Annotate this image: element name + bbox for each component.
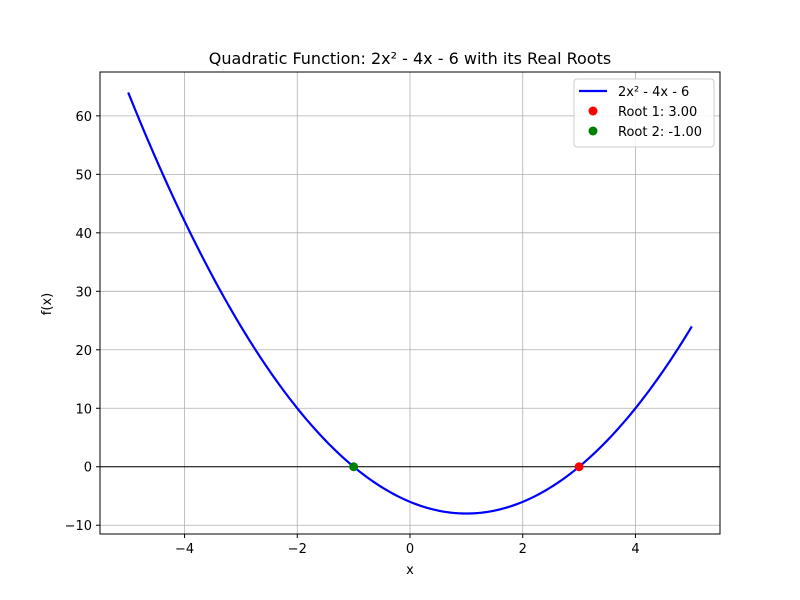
root-point-2	[349, 462, 359, 472]
legend-box	[573, 78, 715, 148]
chart-title: Quadratic Function: 2x² - 4x - 6 with it…	[209, 49, 611, 68]
series-line-quadratic	[127, 92, 693, 515]
root-point-1	[574, 462, 584, 472]
plot-layer	[127, 92, 693, 515]
legend-entry-label: 2x² - 4x - 6	[618, 85, 689, 100]
y-tick-label: 0	[84, 461, 92, 476]
y-tick-label: 20	[75, 344, 92, 359]
legend-entry-label: Root 2: -1.00	[618, 125, 702, 140]
x-tick-label: −4	[175, 542, 194, 557]
y-axis-label: f(x)	[40, 293, 55, 315]
y-tick-label: −10	[65, 519, 92, 534]
x-axis-label: x	[406, 563, 414, 578]
x-tick-label: 4	[631, 542, 639, 557]
x-tick-label: 0	[406, 542, 414, 557]
y-tick-label: 50	[75, 168, 92, 183]
y-tick-label: 40	[75, 227, 92, 242]
y-axis-ticks: −10 0 10 20 30 40 50 60	[65, 110, 100, 534]
y-tick-label: 10	[75, 402, 92, 417]
x-axis-ticks: −4 −2 0 2 4	[175, 534, 640, 557]
y-tick-label: 60	[75, 110, 92, 125]
y-tick-label: 30	[75, 285, 92, 300]
legend-entry-label: Root 1: 3.00	[618, 105, 697, 120]
x-tick-label: −2	[288, 542, 307, 557]
grid-lines	[100, 72, 720, 534]
legend: 2x² - 4x - 6 Root 1: 3.00 Root 2: -1.00	[573, 78, 715, 148]
x-tick-label: 2	[519, 542, 527, 557]
legend-swatch-marker	[588, 106, 598, 116]
legend-swatch-marker	[588, 126, 598, 136]
